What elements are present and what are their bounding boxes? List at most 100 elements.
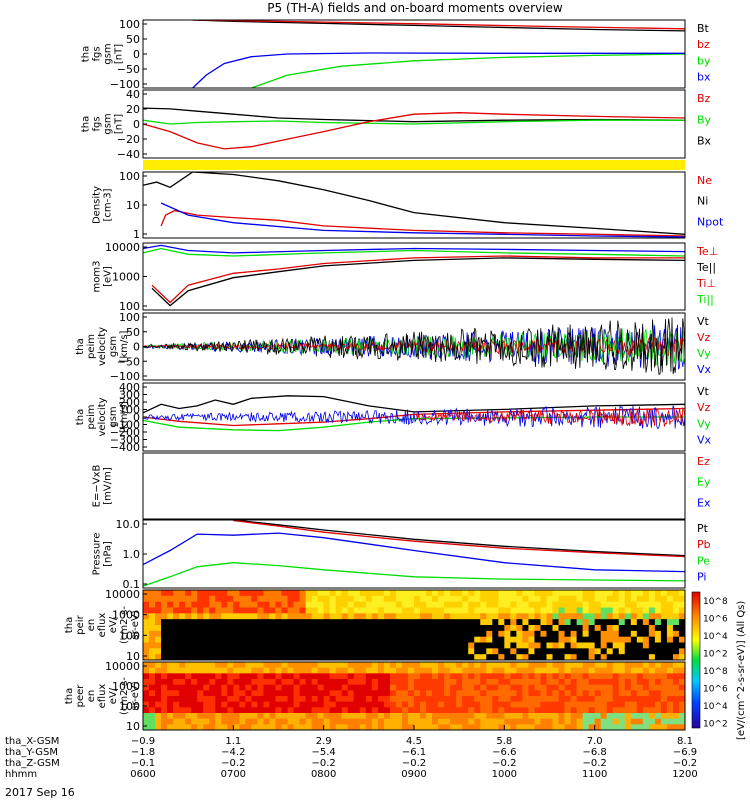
heatmap-cell xyxy=(191,696,198,703)
heatmap-cell xyxy=(263,679,271,686)
heatmap-cell xyxy=(395,724,403,730)
heatmap-cell xyxy=(420,636,427,644)
heatmap-cell xyxy=(474,619,481,626)
heatmap-cell xyxy=(323,673,331,680)
heatmap-cell xyxy=(588,684,596,691)
heatmap-cell xyxy=(456,707,463,714)
heatmap-cell xyxy=(624,619,632,626)
heatmap-cell xyxy=(642,713,650,720)
heatmap-cell xyxy=(666,679,674,686)
heatmap-cell xyxy=(432,690,439,697)
y-tick-label: 100 xyxy=(119,629,140,642)
heatmap-cell xyxy=(251,696,259,703)
heatmap-cell xyxy=(173,636,180,644)
heatmap-cell xyxy=(161,662,168,669)
heatmap-cell xyxy=(239,654,246,660)
heatmap-cell xyxy=(456,662,463,669)
heatmap-cell xyxy=(666,619,674,626)
heatmap-cell xyxy=(642,648,650,655)
heatmap-cell xyxy=(299,701,307,708)
heatmap-cell xyxy=(516,673,523,680)
heatmap-cell xyxy=(359,724,367,730)
heatmap-cell xyxy=(305,595,313,603)
heatmap-cell xyxy=(275,679,283,686)
heatmap-cell xyxy=(588,654,596,660)
heatmap-cell xyxy=(197,690,204,697)
heatmap-cell xyxy=(462,662,469,669)
heatmap-cell xyxy=(179,590,186,597)
heatmap-cell xyxy=(149,724,156,730)
heatmap-cell xyxy=(269,713,277,720)
y-tick-label: 1000 xyxy=(112,680,140,693)
heatmap-cell xyxy=(251,707,259,714)
heatmap-cell xyxy=(335,630,343,638)
heatmap-cell xyxy=(450,684,457,691)
heatmap-cell xyxy=(534,630,542,638)
heatmap-cell xyxy=(257,619,265,626)
heatmap-cell xyxy=(648,607,656,614)
heatmap-cell xyxy=(600,601,608,609)
heatmap-cell xyxy=(552,601,560,609)
heatmap-cell xyxy=(347,713,355,720)
heatmap-cell xyxy=(143,690,150,697)
heatmap-cell xyxy=(528,662,536,669)
heatmap-cell xyxy=(546,642,554,649)
heatmap-cell xyxy=(197,613,204,620)
heatmap-cell xyxy=(582,684,590,691)
x-tick-Z: −0.2 xyxy=(583,758,607,769)
panel-3-plot xyxy=(143,172,685,238)
heatmap-cell xyxy=(305,679,313,686)
y-tick-label: 50 xyxy=(126,326,140,339)
heatmap-cell xyxy=(293,690,301,697)
series-Ti|| xyxy=(143,247,685,257)
heatmap-cell xyxy=(552,679,560,686)
heatmap-cell xyxy=(293,630,301,638)
heatmap-cell xyxy=(251,636,259,644)
heatmap-cell xyxy=(221,595,228,603)
heatmap-cell xyxy=(456,724,463,730)
heatmap-cell xyxy=(179,654,186,660)
heatmap-cell xyxy=(522,718,530,725)
heatmap-cell xyxy=(329,654,337,660)
heatmap-cell xyxy=(227,690,234,697)
heatmap-cell xyxy=(534,690,542,697)
heatmap-cell xyxy=(612,607,620,614)
heatmap-cell xyxy=(492,642,499,649)
heatmap-cell xyxy=(281,630,289,638)
heatmap-cell xyxy=(167,613,174,620)
heatmap-cell xyxy=(275,662,283,669)
heatmap-cell xyxy=(179,718,186,725)
heatmap-cell xyxy=(612,619,620,626)
colorbar-tick: 10^6 xyxy=(703,615,728,625)
heatmap-cell xyxy=(269,662,277,669)
heatmap-cell xyxy=(606,654,614,660)
heatmap-cell xyxy=(209,619,216,626)
heatmap-cell xyxy=(594,613,602,620)
heatmap-cell xyxy=(438,625,445,632)
heatmap-cell xyxy=(498,662,505,669)
heatmap-cell xyxy=(227,707,234,714)
y-tick-label: 400 xyxy=(119,381,140,394)
heatmap-cell xyxy=(582,613,590,620)
heatmap-cell xyxy=(263,601,271,609)
heatmap-cell xyxy=(287,696,295,703)
heatmap-cell xyxy=(636,648,644,655)
heatmap-cell xyxy=(401,607,409,614)
heatmap-cell xyxy=(395,673,403,680)
heatmap-cell xyxy=(672,630,680,638)
heatmap-cell xyxy=(660,718,668,725)
x-tick-X: 1.1 xyxy=(225,736,241,747)
heatmap-cell xyxy=(660,707,668,714)
colorbar-gradient xyxy=(691,591,701,729)
heatmap-cell xyxy=(335,619,343,626)
heatmap-cell xyxy=(383,613,391,620)
heatmap-cell xyxy=(474,595,481,603)
heatmap-cell xyxy=(215,642,222,649)
heatmap-cell xyxy=(305,696,313,703)
heatmap-cell xyxy=(510,625,517,632)
heatmap-cell xyxy=(281,684,289,691)
heatmap-cell xyxy=(516,619,523,626)
heatmap-cell xyxy=(197,713,204,720)
heatmap-cell xyxy=(456,642,463,649)
heatmap-cell xyxy=(311,607,319,614)
